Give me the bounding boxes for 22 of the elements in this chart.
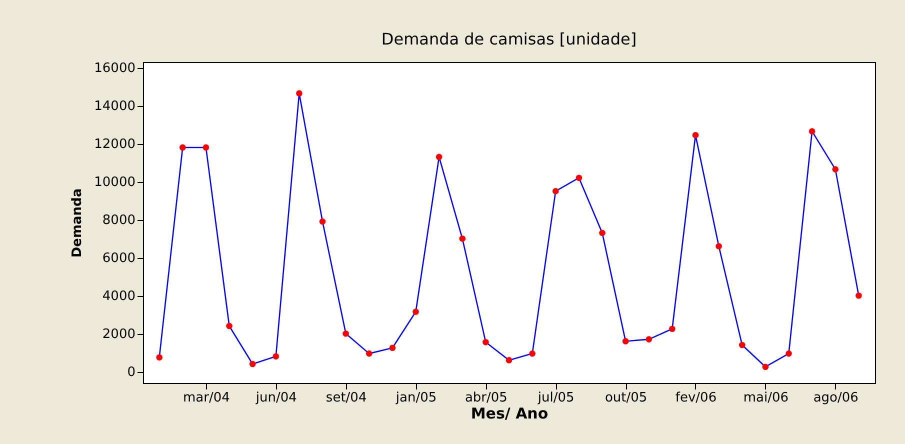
x-tick-label: out/05 <box>604 390 648 406</box>
x-axis-title: Mes/ Ano <box>470 404 548 422</box>
x-tick-label: ago/06 <box>813 390 858 406</box>
y-tick-label: 2000 <box>102 327 136 342</box>
y-axis-title: Demanda <box>70 188 86 258</box>
x-tick-label: jul/05 <box>536 390 574 406</box>
y-tick-label: 8000 <box>102 213 136 228</box>
x-tick-label: abr/05 <box>464 390 508 406</box>
chart-title: Demanda de camisas [unidade] <box>381 30 637 49</box>
x-tick-label: mar/04 <box>182 390 230 406</box>
y-tick-label: 4000 <box>102 289 136 304</box>
y-tick-label: 16000 <box>94 61 136 76</box>
x-tick-label: jun/04 <box>254 390 297 406</box>
y-tick-label: 0 <box>127 365 136 380</box>
x-tick-label: fev/06 <box>675 390 717 406</box>
x-tick-label: set/04 <box>326 390 367 406</box>
y-tick-label: 14000 <box>94 99 136 114</box>
x-tick-label: mai/06 <box>743 390 789 406</box>
x-tick-label: jan/05 <box>394 390 437 406</box>
y-tick-label: 10000 <box>94 175 136 190</box>
y-tick-label: 6000 <box>102 251 136 266</box>
y-tick-label: 12000 <box>94 137 136 152</box>
